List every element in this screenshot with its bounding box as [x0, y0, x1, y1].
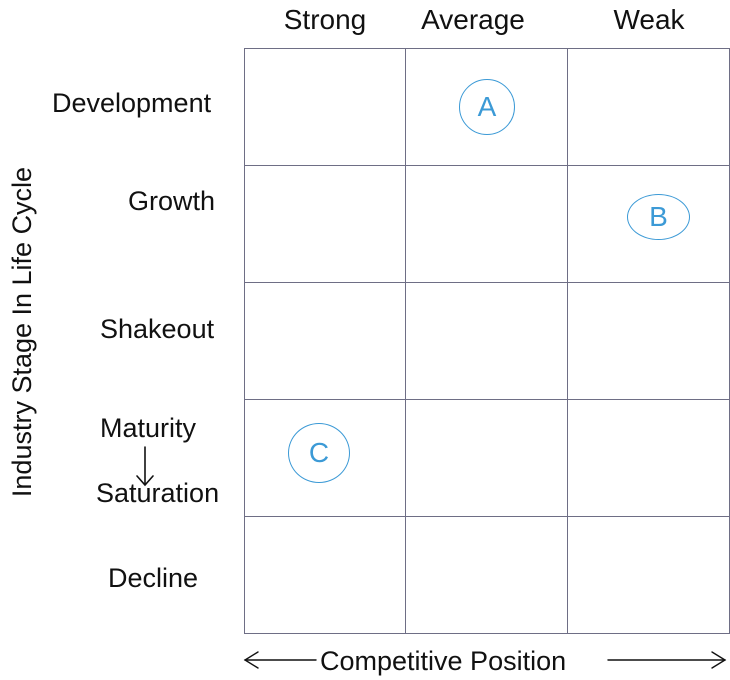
marker-b: B: [627, 194, 690, 240]
grid-divider-horizontal-4: [244, 516, 730, 517]
marker-a: A: [459, 79, 515, 135]
row-label-maturity: Maturity: [100, 413, 197, 443]
grid-divider-horizontal-2: [244, 282, 730, 283]
column-header-average: Average: [421, 4, 525, 35]
row-label-decline: Decline: [108, 563, 199, 593]
row-label-shakeout: Shakeout: [100, 314, 215, 344]
grid-divider-vertical-2: [567, 48, 568, 634]
grid-divider-horizontal-1: [244, 165, 730, 166]
marker-c: C: [288, 423, 350, 483]
x-axis-label: Competitive Position: [318, 643, 569, 679]
column-header-strong: Strong: [283, 4, 367, 35]
grid-divider-horizontal-3: [244, 399, 730, 400]
y-axis-label: Industry Stage In Life Cycle: [7, 166, 37, 498]
matrix-grid: [244, 48, 730, 634]
row-label-development: Development: [52, 88, 212, 118]
column-header-weak: Weak: [613, 4, 685, 35]
row-label-growth: Growth: [128, 186, 216, 216]
grid-divider-vertical-1: [405, 48, 406, 634]
row-label-saturation: Saturation: [96, 478, 220, 508]
